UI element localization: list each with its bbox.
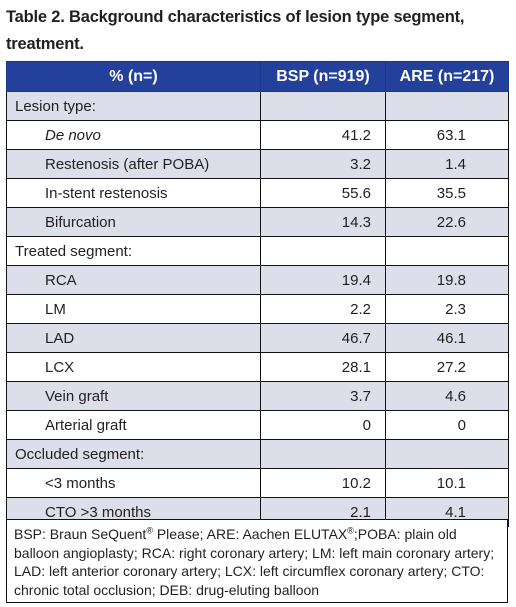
row-label: Bifurcation: [6, 207, 261, 237]
table-row: LCX 28.1 27.2: [6, 352, 509, 382]
are-value: 1.4: [385, 149, 509, 179]
are-value: 19.8: [385, 265, 509, 295]
row-label: Lesion type:: [6, 91, 261, 121]
bsp-value: 28.1: [260, 352, 386, 382]
header-percent: % (n=): [6, 61, 261, 92]
row-label: Arterial graft: [6, 410, 261, 440]
table-footnote: BSP: Braun SeQuent® Please; ARE: Aachen …: [6, 519, 508, 603]
are-value: 22.6: [385, 207, 509, 237]
row-label: LM: [6, 294, 261, 324]
group-row: Treated segment:: [6, 236, 509, 266]
row-label: <3 months: [6, 468, 261, 498]
table-row: Arterial graft 0 0: [6, 410, 509, 440]
bsp-value: 3.7: [260, 381, 386, 411]
table-row: Restenosis (after POBA) 3.2 1.4: [6, 149, 509, 179]
bsp-value: 10.2: [260, 468, 386, 498]
footnote-text-3: ;POBA: plain old balloon angioplasty; RC…: [14, 526, 495, 598]
bsp-value: 46.7: [260, 323, 386, 353]
bsp-value: [260, 236, 386, 266]
are-value: 4.6: [385, 381, 509, 411]
registered-mark-2: ®: [347, 525, 354, 536]
row-label: RCA: [6, 265, 261, 295]
are-value: 2.3: [385, 294, 509, 324]
footnote-text-1: BSP: Braun SeQuent: [14, 526, 147, 542]
table-row: LM 2.2 2.3: [6, 294, 509, 324]
bsp-value: 14.3: [260, 207, 386, 237]
are-value: [385, 91, 509, 121]
characteristics-table: % (n=) BSP (n=919) ARE (n=217) Lesion ty…: [6, 61, 509, 527]
table-header-row: % (n=) BSP (n=919) ARE (n=217): [6, 61, 509, 92]
bsp-value: [260, 91, 386, 121]
group-row: Occluded segment:: [6, 439, 509, 469]
row-label: Treated segment:: [6, 236, 261, 266]
bsp-value: 0: [260, 410, 386, 440]
table-row: <3 months 10.2 10.1: [6, 468, 509, 498]
row-label: Restenosis (after POBA): [6, 149, 261, 179]
row-label: LCX: [6, 352, 261, 382]
are-value: 10.1: [385, 468, 509, 498]
are-value: [385, 236, 509, 266]
are-value: 35.5: [385, 178, 509, 208]
bsp-value: [260, 439, 386, 469]
row-label: Occluded segment:: [6, 439, 261, 469]
header-are: ARE (n=217): [385, 61, 509, 92]
are-value: 46.1: [385, 323, 509, 353]
bsp-value: 41.2: [260, 120, 386, 150]
table-row: RCA 19.4 19.8: [6, 265, 509, 295]
header-bsp: BSP (n=919): [260, 61, 386, 92]
table-row: LAD 46.7 46.1: [6, 323, 509, 353]
bsp-value: 19.4: [260, 265, 386, 295]
bsp-value: 3.2: [260, 149, 386, 179]
group-row: Lesion type:: [6, 91, 509, 121]
bsp-value: 2.2: [260, 294, 386, 324]
are-value: 0: [385, 410, 509, 440]
registered-mark-1: ®: [146, 525, 153, 536]
footnote-text-2: Please; ARE: Aachen ELUTAX: [152, 526, 348, 542]
are-value: 27.2: [385, 352, 509, 382]
table-row: Vein graft 3.7 4.6: [6, 381, 509, 411]
row-label: In-stent restenosis: [6, 178, 261, 208]
row-label: Vein graft: [6, 381, 261, 411]
are-value: 63.1: [385, 120, 509, 150]
table-row: Bifurcation 14.3 22.6: [6, 207, 509, 237]
table-body: Lesion type: De novo 41.2 63.1 Restenosis (a…: [6, 91, 509, 527]
table-row: In-stent restenosis 55.6 35.5: [6, 178, 509, 208]
table-title: Table 2. Background characteristics of l…: [6, 8, 465, 53]
table-row: De novo 41.2 63.1: [6, 120, 509, 150]
are-value: [385, 439, 509, 469]
row-label: LAD: [6, 323, 261, 353]
row-label: De novo: [6, 120, 261, 150]
bsp-value: 55.6: [260, 178, 386, 208]
